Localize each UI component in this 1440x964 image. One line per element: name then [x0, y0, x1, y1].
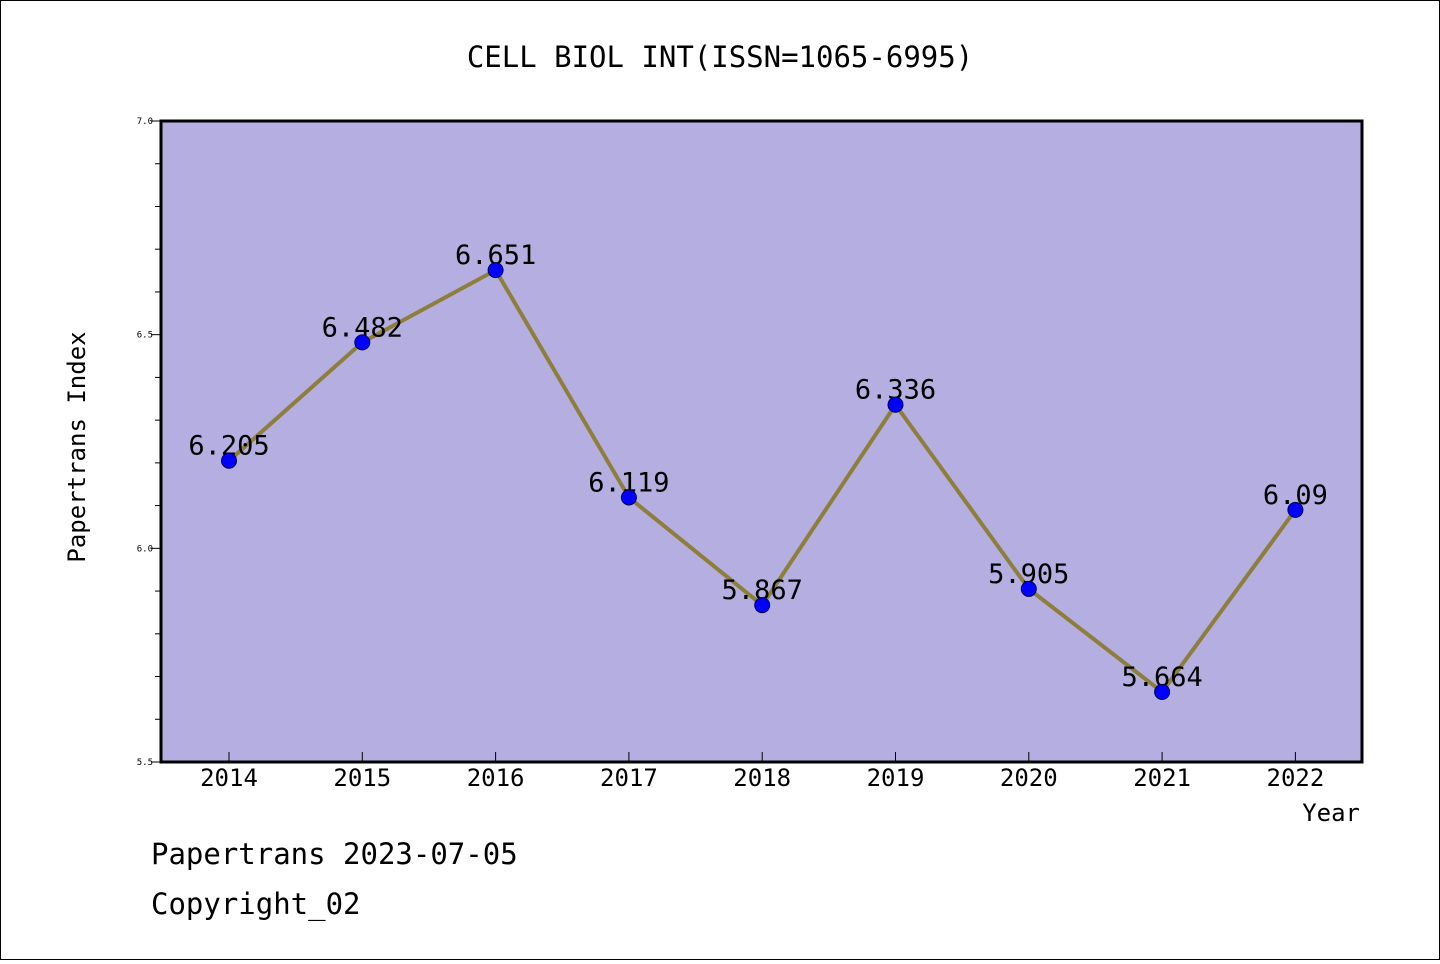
y-tick-label: 6.0: [137, 544, 153, 554]
x-tick-label: 2017: [600, 764, 658, 792]
data-point: [354, 334, 371, 351]
data-point: [1287, 501, 1304, 518]
data-point: [221, 452, 237, 469]
y-tick-label: 7.0: [137, 117, 153, 127]
y-tick-label: 5.5: [137, 758, 153, 768]
x-tick-label: 2018: [733, 764, 791, 792]
y-tick-label: 6.5: [137, 331, 153, 341]
footer-date-text: Papertrans 2023-07-05: [151, 837, 518, 871]
x-tick-label: 2019: [867, 764, 925, 792]
data-point: [1154, 683, 1171, 700]
x-tick-label: 2016: [467, 764, 525, 792]
x-tick-label: 2022: [1267, 764, 1325, 792]
data-point: [887, 396, 904, 413]
footer-copyright-text: Copyright_02: [151, 887, 361, 922]
data-point: [620, 489, 637, 506]
chart-title: CELL BIOL INT(ISSN=1065-6995): [467, 40, 973, 74]
data-point: [487, 262, 504, 279]
x-axis-title: Year: [1302, 799, 1360, 827]
series-layer: 6.2056.4826.6516.1195.8676.3365.9055.664…: [188, 240, 1328, 700]
x-tick-label: 2015: [333, 764, 391, 792]
x-axis-ticks: 2014 2015 2016 2017 2018 2019 2020 2021 2022: [200, 752, 1324, 792]
plot-area: [159, 119, 1364, 764]
data-point: [1020, 580, 1037, 597]
y-axis-title: Papertrans Index: [63, 331, 91, 562]
y-axis-ticks: 5.5 6.0 6.5 7.0: [137, 117, 161, 768]
x-tick-label: 2014: [200, 764, 258, 792]
x-tick-label: 2020: [1000, 764, 1058, 792]
x-tick-label: 2021: [1133, 764, 1191, 792]
data-point: [754, 597, 771, 614]
